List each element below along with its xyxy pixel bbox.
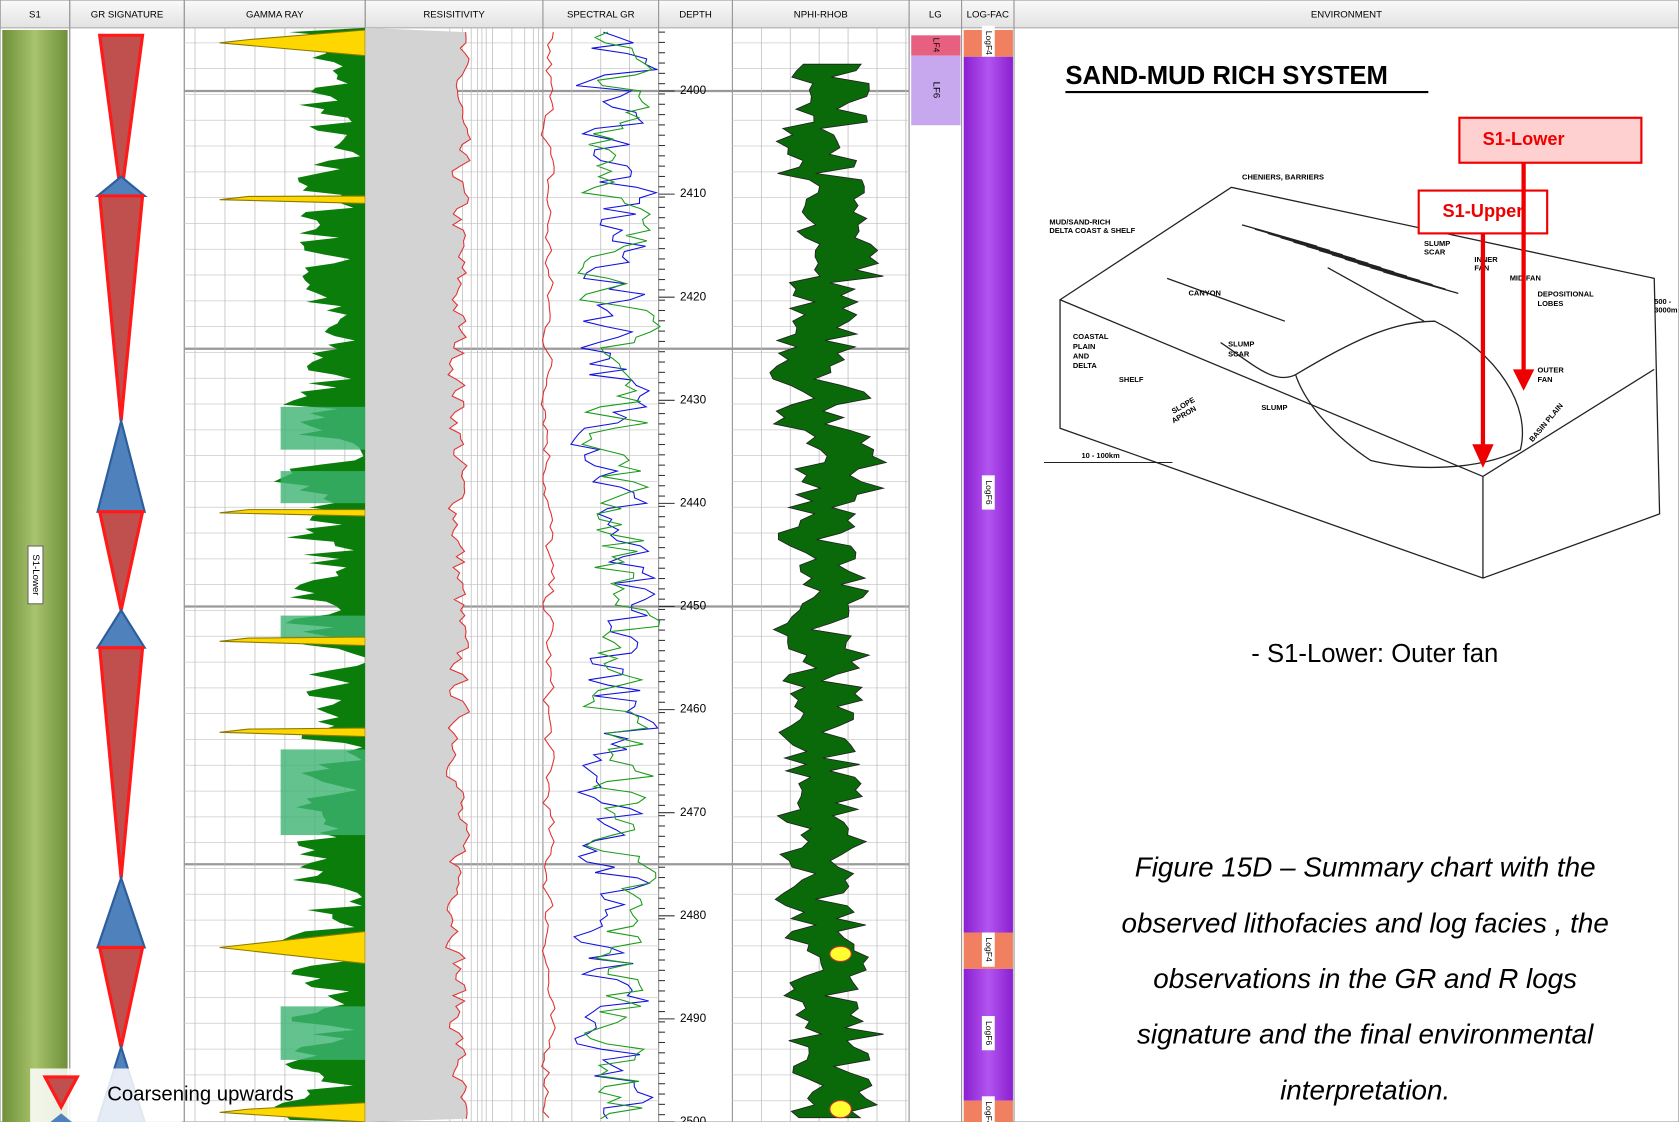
marker-label: S1-Upper [1443, 201, 1524, 221]
diagram-label: SHELF [1119, 375, 1144, 384]
track-header: LG [929, 10, 942, 21]
depth-label: 2440 [680, 497, 707, 510]
nphi-rhob-yellow [830, 1101, 851, 1118]
diagram-label: AND [1073, 351, 1090, 360]
track-header: DEPTH [679, 10, 712, 21]
depth-label: 2460 [680, 703, 707, 716]
depth-label: 2470 [680, 806, 707, 819]
diagram-label: DEPOSITIONAL [1538, 289, 1595, 298]
log-fac-label: LogF4 [984, 31, 994, 55]
s1-label: S1-Lower [30, 554, 41, 596]
diagram-label: COASTAL [1073, 332, 1109, 341]
gamma-ray-light [281, 749, 366, 835]
diagram-label: SCAR [1228, 349, 1250, 358]
log-fac-label: LogF4 [984, 938, 994, 962]
diagram-label: SCAR [1424, 248, 1446, 257]
caption-line: observed lithofacies and log facies , th… [1122, 907, 1609, 938]
caption-line: observations in the GR and R logs [1153, 963, 1577, 994]
marker-label: S1-Lower [1483, 129, 1565, 149]
depth-label: 2420 [680, 290, 707, 303]
diagram-label: CHENIERS, BARRIERS [1242, 173, 1324, 182]
diagram-label: DELTA COAST & SHELF [1049, 226, 1135, 235]
interpretation: - S1-Lower: Outer fan [1251, 640, 1498, 668]
diagram-label: OUTER [1538, 365, 1565, 374]
diagram-label: CANYON [1189, 288, 1221, 297]
diagram-label: SLUMP [1261, 403, 1287, 412]
diagram-label: 10 - 100km [1081, 451, 1120, 460]
track-header: SPECTRAL GR [567, 10, 635, 21]
well-log-summary: S1 GR SIGNATURE GAMMA RAY RESISITIVITY SPECT… [0, 0, 1679, 1122]
depth-label: 2450 [680, 600, 707, 613]
caption-line: Figure 15D – Summary chart with the [1135, 852, 1596, 883]
depth-label: 2480 [680, 909, 707, 922]
track-header: GR SIGNATURE [91, 10, 164, 21]
track-header: LOG-FAC [967, 10, 1009, 21]
depth-label: 2500 [680, 1115, 707, 1122]
caption-line: interpretation. [1280, 1074, 1450, 1105]
depth-label: 2410 [680, 187, 707, 200]
lg-label: LF6 [930, 82, 941, 99]
log-fac-label: LogF4 [984, 1101, 994, 1122]
diagram-label: SLUMP [1228, 340, 1254, 349]
resistivity-fill [365, 28, 470, 1122]
diagram-label: PLAIN [1073, 342, 1095, 351]
track-header: GAMMA RAY [246, 10, 304, 21]
track-header: S1 [29, 10, 41, 21]
diagram-label: DELTA [1073, 361, 1097, 370]
gamma-ray-light [281, 1006, 366, 1060]
lg-label: LF4 [932, 38, 942, 53]
track-header: ENVIRONMENT [1311, 10, 1382, 21]
depth-label: 2430 [680, 393, 707, 406]
track-header: NPHI-RHOB [794, 10, 848, 21]
gamma-ray-light [281, 407, 366, 450]
log-fac-label: LogF6 [984, 1021, 994, 1045]
track-header: RESISITIVITY [423, 10, 485, 21]
gamma-ray-light [281, 471, 366, 503]
depth-label: 2400 [680, 84, 707, 97]
diagram-label: FAN [1538, 375, 1553, 384]
diagram-label: 3000m [1654, 305, 1678, 314]
log-fac-label: LogF6 [984, 480, 994, 504]
diagram-label: LOBES [1538, 299, 1564, 308]
caption-line: signature and the final environmental [1137, 1019, 1594, 1050]
depth-label: 2490 [680, 1012, 707, 1025]
nphi-rhob-yellow [830, 946, 851, 961]
environment-title: SAND-MUD RICH SYSTEM [1065, 62, 1388, 90]
legend-label: Coarsening upwards [107, 1084, 293, 1106]
